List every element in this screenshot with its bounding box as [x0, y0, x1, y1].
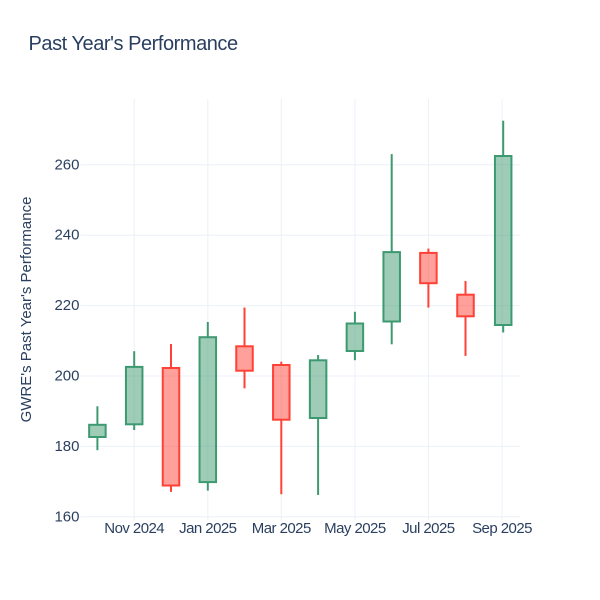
svg-text:240: 240	[54, 227, 79, 244]
svg-text:GWRE's Past Year's Performance: GWRE's Past Year's Performance	[18, 197, 35, 423]
svg-text:200: 200	[54, 368, 79, 385]
svg-text:Nov 2024: Nov 2024	[104, 520, 164, 537]
svg-text:Past Year's Performance: Past Year's Performance	[29, 33, 238, 55]
svg-text:220: 220	[54, 297, 79, 314]
svg-text:260: 260	[54, 156, 79, 173]
svg-text:Jul 2025: Jul 2025	[402, 520, 455, 537]
svg-text:160: 160	[54, 508, 79, 525]
svg-text:180: 180	[54, 438, 79, 455]
svg-text:Jan 2025: Jan 2025	[179, 520, 237, 537]
svg-text:Mar 2025: Mar 2025	[252, 520, 311, 537]
svg-text:Sep 2025: Sep 2025	[472, 520, 532, 537]
svg-text:May 2025: May 2025	[324, 520, 386, 537]
